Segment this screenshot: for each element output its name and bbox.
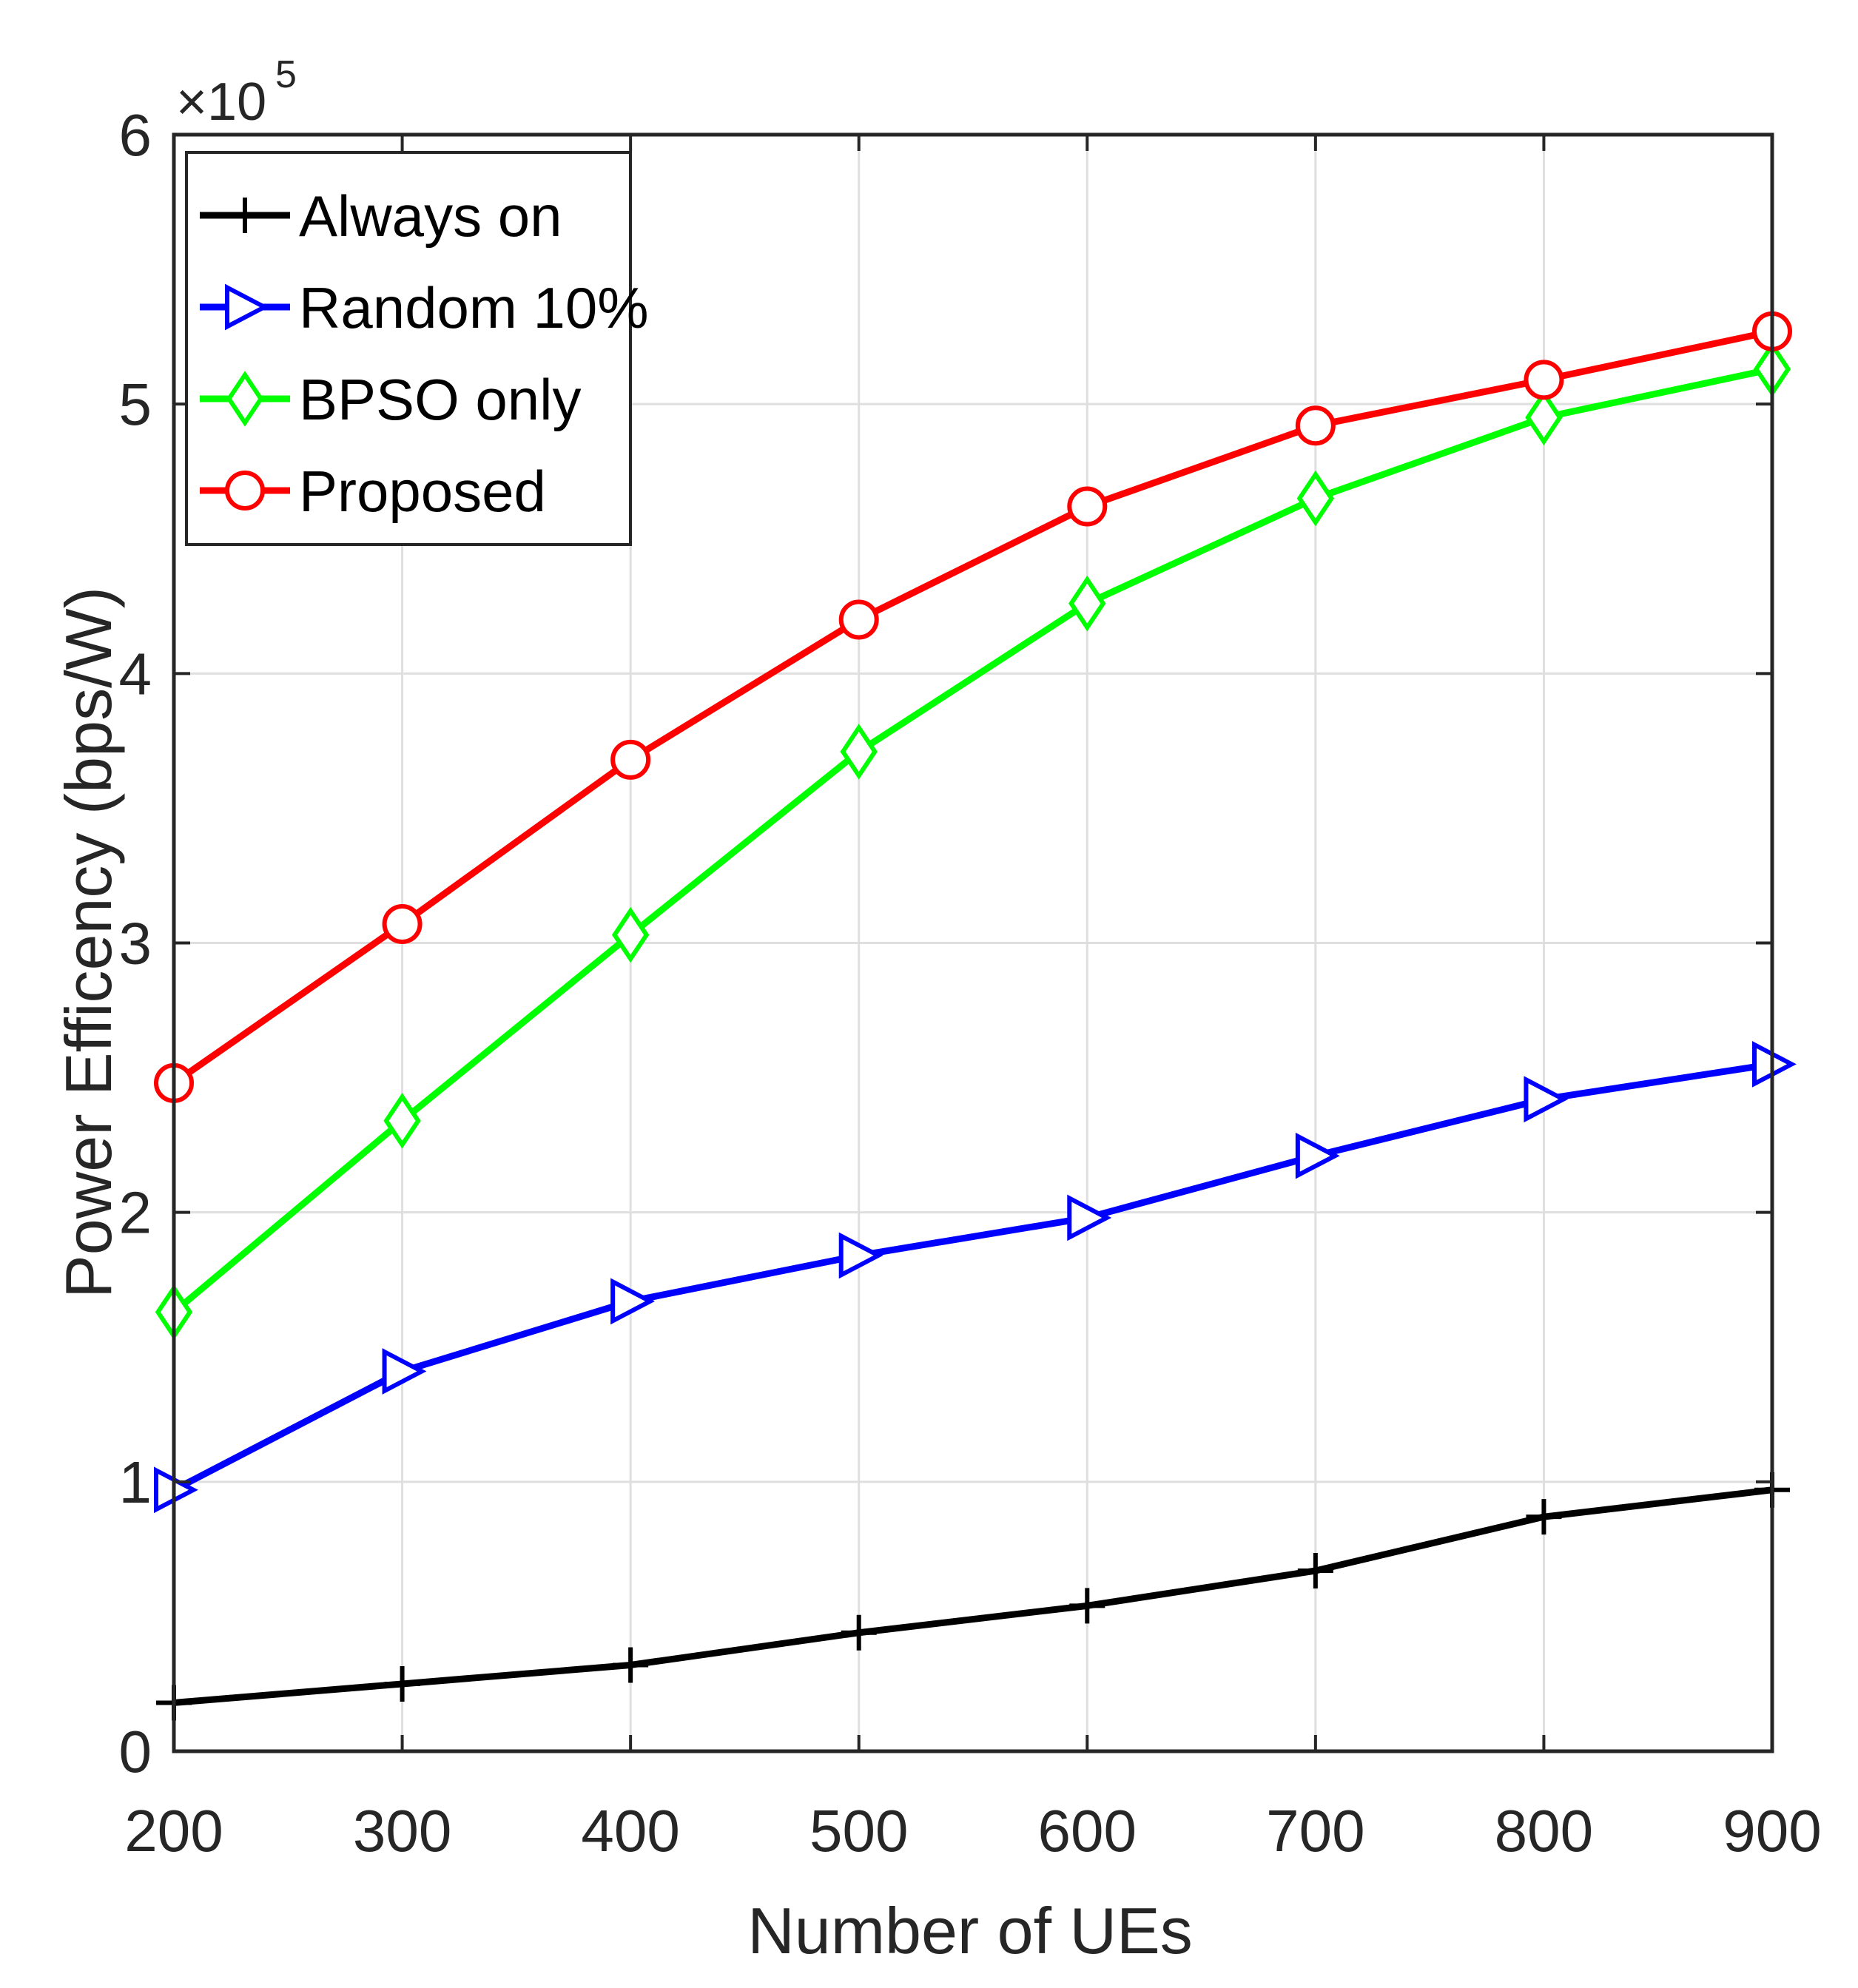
ticks: 200 300 400 500 600 700 800 900 0 1 2 3 4 5 6 [119, 102, 1822, 1864]
legend: Always on Random 10% BPSO only Proposed [185, 151, 649, 546]
legend-marker-always-on [227, 198, 263, 233]
data-point-bpso-only [611, 906, 650, 963]
y-tick-label: 0 [119, 1719, 152, 1785]
y-tick-label: 6 [119, 102, 152, 168]
x-tick-label: 600 [1038, 1798, 1137, 1864]
x-tick-label: 400 [581, 1798, 679, 1864]
data-point-random-10 [1067, 1194, 1112, 1241]
y-tick-label: 4 [119, 641, 152, 707]
legend-label-proposed: Proposed [299, 459, 546, 524]
data-point-random-10 [610, 1278, 656, 1325]
y-axis-multiplier: ×10 [176, 73, 266, 132]
data-point-bpso-only [1068, 575, 1106, 632]
data-point-bpso-only [840, 724, 878, 780]
x-axis-label: Number of UEs [747, 1894, 1193, 1967]
data-point-bpso-only [383, 1093, 421, 1149]
y-tick-label: 3 [119, 911, 152, 977]
x-tick-label: 800 [1495, 1798, 1593, 1864]
data-point-bpso-only [1525, 389, 1563, 446]
data-point-proposed [838, 599, 879, 640]
data-point-proposed [1067, 486, 1108, 527]
data-point-proposed [1295, 405, 1336, 446]
data-point-always-on [1526, 1499, 1562, 1535]
data-point-proposed [610, 739, 651, 780]
x-tick-label: 700 [1266, 1798, 1364, 1864]
data-point-always-on [1297, 1553, 1333, 1589]
data-point-proposed [382, 904, 423, 945]
x-tick-label: 300 [353, 1798, 451, 1864]
series-group [154, 311, 1797, 1721]
data-point-always-on [1069, 1588, 1105, 1624]
data-point-random-10 [838, 1232, 883, 1279]
series-line-proposed [172, 328, 1773, 1086]
data-point-always-on [613, 1647, 649, 1683]
x-tick-label: 500 [809, 1798, 908, 1864]
data-point-random-10 [1524, 1076, 1569, 1123]
legend-label-random-10: Random 10% [299, 275, 649, 340]
data-point-bpso-only [1296, 470, 1335, 527]
data-point-random-10 [1295, 1132, 1340, 1179]
y-tick-label: 2 [119, 1180, 152, 1246]
legend-label-always-on: Always on [299, 183, 562, 249]
series-line-always-on [173, 1486, 1773, 1706]
x-tick-label: 200 [124, 1798, 223, 1864]
legend-marker-proposed [225, 471, 265, 511]
data-point-random-10 [382, 1348, 427, 1395]
x-tick-label: 900 [1723, 1798, 1821, 1864]
data-point-proposed [1524, 360, 1564, 400]
y-axis-label: Power Efficency (bps/W) [52, 587, 125, 1298]
series-random-10 [154, 1041, 1797, 1514]
data-point-always-on [384, 1665, 420, 1702]
series-line-random-10 [172, 1060, 1773, 1493]
legend-label-bpso-only: BPSO only [299, 367, 582, 432]
y-tick-label: 5 [119, 371, 152, 437]
y-tick-label: 1 [119, 1449, 152, 1515]
legend-marker-random-10 [225, 283, 269, 331]
legend-marker-bpso-only [226, 371, 264, 427]
data-point-always-on [841, 1614, 877, 1651]
y-axis-multiplier-exponent: 5 [275, 53, 297, 96]
series-line-bpso-only [172, 365, 1773, 1315]
